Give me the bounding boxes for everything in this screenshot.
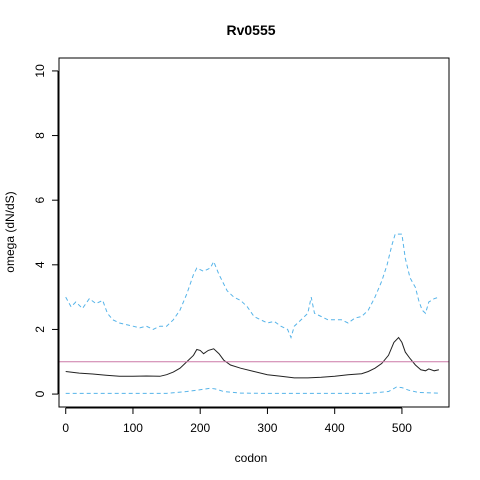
x-tick-label-0: 0 bbox=[62, 421, 69, 435]
plot-layer: 0 100 200 300 400 500 0 2 4 6 8 10 bbox=[33, 57, 450, 435]
y-tick-label-8: 8 bbox=[33, 132, 47, 139]
plot-frame bbox=[58, 57, 450, 408]
series-line-2 bbox=[65, 336, 440, 379]
y-tick-label-0: 0 bbox=[33, 390, 47, 397]
series-line-3 bbox=[65, 386, 439, 394]
x-tick-label-100: 100 bbox=[123, 421, 143, 435]
y-tick-label-6: 6 bbox=[33, 197, 47, 204]
y-axis-label: omega (dN/dS) bbox=[3, 191, 17, 272]
series-line-1 bbox=[65, 233, 440, 339]
x-tick-label-300: 300 bbox=[257, 421, 277, 435]
x-tick-label-500: 500 bbox=[392, 421, 412, 435]
y-tick-label-10: 10 bbox=[33, 64, 47, 78]
y-tick-label-4: 4 bbox=[33, 261, 47, 268]
chart-title: Rv0555 bbox=[226, 22, 275, 38]
x-tick-label-400: 400 bbox=[325, 421, 345, 435]
x-axis-label: codon bbox=[235, 451, 268, 465]
x-tick-label-200: 200 bbox=[190, 421, 210, 435]
y-tick-label-2: 2 bbox=[33, 326, 47, 333]
